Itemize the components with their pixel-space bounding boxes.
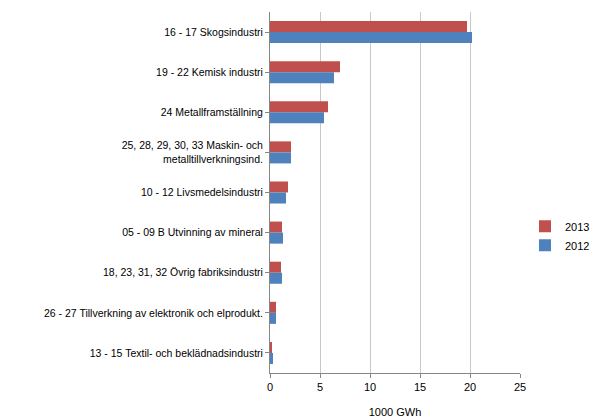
svg-text:10: 10 <box>364 381 376 393</box>
svg-text:2013: 2013 <box>565 221 589 233</box>
svg-text:24 Metallframställning: 24 Metallframställning <box>161 106 263 118</box>
svg-text:13 - 15 Textil- och beklädnads: 13 - 15 Textil- och beklädnadsindustri <box>90 347 263 359</box>
svg-text:19 - 22 Kemisk industri: 19 - 22 Kemisk industri <box>156 66 263 78</box>
svg-text:25: 25 <box>514 381 526 393</box>
svg-text:5: 5 <box>317 381 323 393</box>
svg-text:1000 GWh: 1000 GWh <box>369 406 422 418</box>
svg-text:10 - 12 Livsmedelsindustri: 10 - 12 Livsmedelsindustri <box>141 186 263 198</box>
svg-text:25, 28, 29, 30, 33 Maskin- och: 25, 28, 29, 30, 33 Maskin- ochmetalltill… <box>122 139 263 165</box>
svg-text:20: 20 <box>464 381 476 393</box>
svg-text:05 - 09 B Utvinning av mineral: 05 - 09 B Utvinning av mineral <box>122 226 263 238</box>
svg-text:18, 23, 31, 32 Övrig fabriksin: 18, 23, 31, 32 Övrig fabriksindustri <box>103 266 263 278</box>
svg-text:15: 15 <box>414 381 426 393</box>
svg-text:16 - 17 Skogsindustri: 16 - 17 Skogsindustri <box>164 26 263 38</box>
svg-text:0: 0 <box>267 381 273 393</box>
svg-text:2012: 2012 <box>565 240 589 252</box>
svg-text:26 - 27 Tillverkning av elektr: 26 - 27 Tillverkning av elektronik och e… <box>44 307 263 319</box>
